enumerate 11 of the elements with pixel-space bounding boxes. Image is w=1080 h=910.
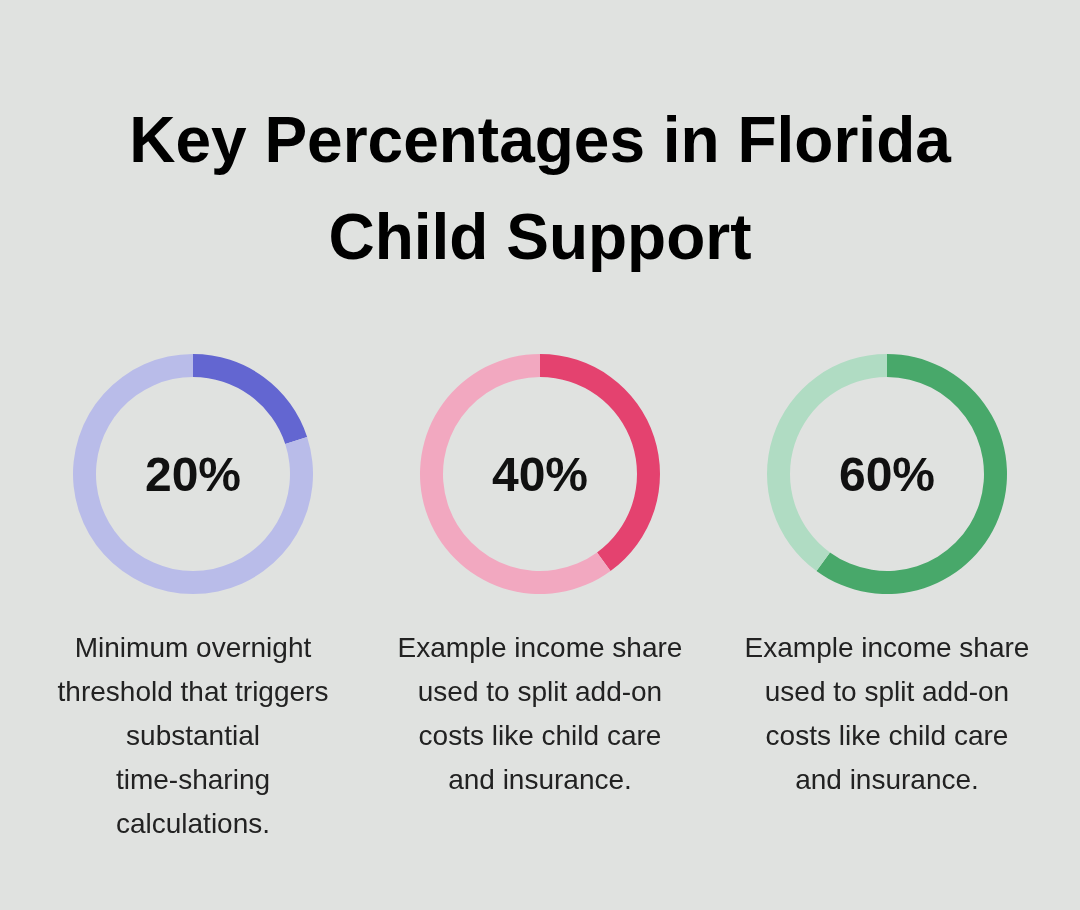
text: 40% (491, 447, 589, 501)
donut-slice (193, 354, 308, 445)
donut-slice (73, 354, 313, 594)
text: 60% (838, 447, 936, 501)
text: 20% (144, 447, 242, 501)
donut-slice (816, 354, 1007, 594)
donut-slice (420, 354, 611, 594)
text: Minimum overnight threshold that triggers substantial time-sharing calculations. (57, 632, 329, 839)
text: Example income share used to split add-on costs like child care and insurance. (744, 632, 1030, 795)
text: Key Percentages in Florida Child Support (129, 104, 952, 273)
text: Example income share used to split add-on costs like child care and insurance. (397, 632, 683, 795)
